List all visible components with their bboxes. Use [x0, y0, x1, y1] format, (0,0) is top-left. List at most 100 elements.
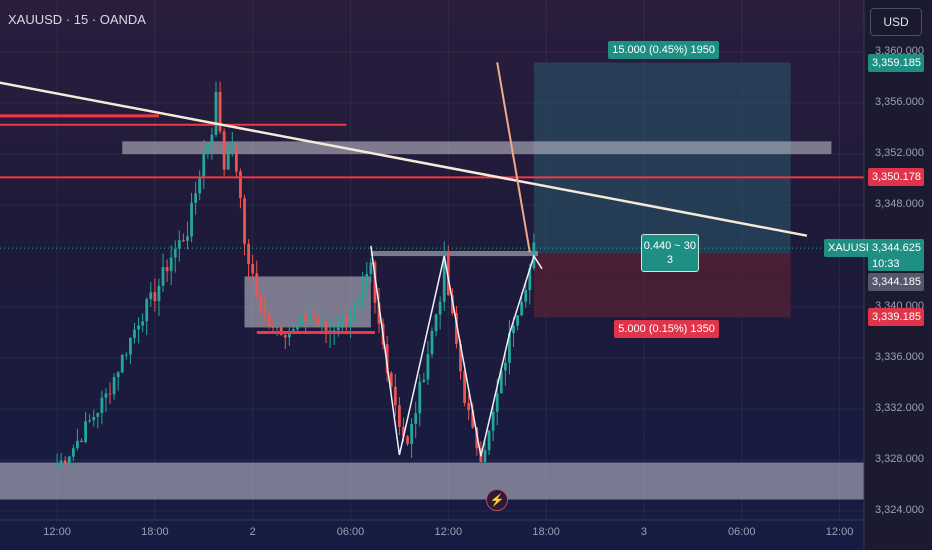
currency-button[interactable]: USD [870, 8, 922, 36]
x-tick-label: 06:00 [727, 526, 756, 538]
candle-body [84, 421, 87, 443]
risk-reward-box[interactable]: 0.440 ~ 30 3 [640, 233, 699, 272]
candle-body [230, 146, 234, 149]
candle-body [397, 405, 401, 427]
candle-body [202, 153, 206, 178]
candle-body [503, 362, 507, 371]
candle-body [324, 321, 328, 334]
candle-body [340, 315, 344, 328]
candle-body [181, 240, 185, 242]
candle-body [345, 315, 348, 324]
candle-body [336, 327, 340, 331]
candle-body [434, 314, 438, 332]
y-tick-label: 3,348.000 [875, 198, 924, 211]
y-tick-label: 3,324.000 [875, 504, 924, 516]
candle-body [385, 344, 389, 373]
price-label-target: 3,359.185 [868, 53, 924, 72]
stop-label[interactable]: 5.000 (0.15%) 1350 [614, 320, 719, 339]
candle-body [214, 91, 218, 135]
candle-body [275, 327, 279, 329]
candle-body [55, 466, 59, 468]
supply-demand-zone [0, 462, 864, 500]
candle-body [361, 285, 365, 301]
candle-body [243, 198, 246, 244]
price-label-last: 3,344.625 10:33 [868, 239, 924, 272]
x-tick-label: 12:00 [43, 526, 71, 538]
candle-body [141, 321, 145, 326]
x-tick-label: 12:00 [434, 526, 463, 538]
candle-body [528, 268, 532, 291]
candle-body [259, 296, 263, 309]
candle-body [190, 202, 193, 237]
lightning-icon[interactable]: ⚡ [486, 489, 508, 511]
x-tick-label: 3 [640, 526, 647, 538]
candle-body [512, 325, 515, 334]
candle-body [165, 267, 169, 272]
candle-body [239, 171, 242, 199]
candle-body [255, 273, 259, 297]
candle-body [137, 325, 140, 330]
candle-body [186, 236, 189, 241]
x-tick-label: 2 [249, 526, 256, 538]
candle-body [210, 134, 214, 145]
candle-body [222, 131, 226, 170]
y-tick-label: 3,356.000 [875, 96, 924, 109]
symbol-title: XAUUSD · 15 · OANDA [8, 12, 146, 27]
candle-body [198, 177, 202, 194]
candle-body [157, 285, 161, 302]
candle-body [357, 300, 361, 306]
candle-body [80, 440, 83, 443]
candle-body [96, 412, 100, 417]
candle-body [442, 253, 446, 302]
ratio-line-2: 3 [666, 253, 673, 266]
supply-demand-zone [244, 276, 371, 328]
candle-body [283, 335, 287, 338]
candle-body [120, 354, 124, 373]
price-label-stop: 3,339.185 [868, 308, 924, 327]
y-tick-label: 3,336.000 [875, 351, 924, 364]
candle-body [206, 144, 210, 154]
candle-body [438, 301, 442, 315]
candle-body [145, 299, 149, 322]
candle-body [76, 440, 79, 449]
candle-body [487, 430, 491, 451]
candle-body [226, 148, 230, 170]
candle-body [133, 329, 136, 338]
candle-body [100, 397, 104, 413]
candle-body [108, 393, 112, 395]
candle-body [332, 330, 336, 332]
candle-body [524, 290, 528, 302]
target-label[interactable]: 15.000 (0.45%) 1950 [608, 40, 719, 59]
ratio-line-1: 0.440 ~ 30 [643, 239, 697, 252]
x-tick-label: 18:00 [532, 526, 560, 538]
candle-body [194, 193, 198, 203]
peach-line [496, 62, 531, 253]
candle-body [467, 402, 471, 411]
series-label: XAUUSD [824, 239, 878, 258]
candle-body [491, 411, 495, 431]
x-tick-label: 12:00 [825, 526, 854, 538]
candle-body [393, 386, 397, 406]
trend-line [0, 81, 808, 237]
candle-body [426, 354, 430, 380]
candle-body [455, 313, 458, 344]
candle-body [300, 314, 303, 326]
candle-body [402, 426, 405, 437]
candle-body [169, 257, 173, 272]
candle-body [67, 456, 71, 464]
supply-demand-zone [370, 250, 538, 257]
candle-body [153, 292, 157, 302]
candle-body [88, 420, 92, 422]
candle-body [495, 393, 499, 412]
candle-body [369, 262, 373, 274]
candle-body [406, 436, 409, 444]
candle-body [459, 343, 462, 372]
candle-body [218, 91, 222, 132]
candle-body [508, 333, 511, 363]
candle-body [365, 273, 369, 286]
price-label-line: 3,350.178 [868, 168, 924, 187]
candle-body [112, 377, 116, 395]
candle-body [312, 314, 316, 319]
